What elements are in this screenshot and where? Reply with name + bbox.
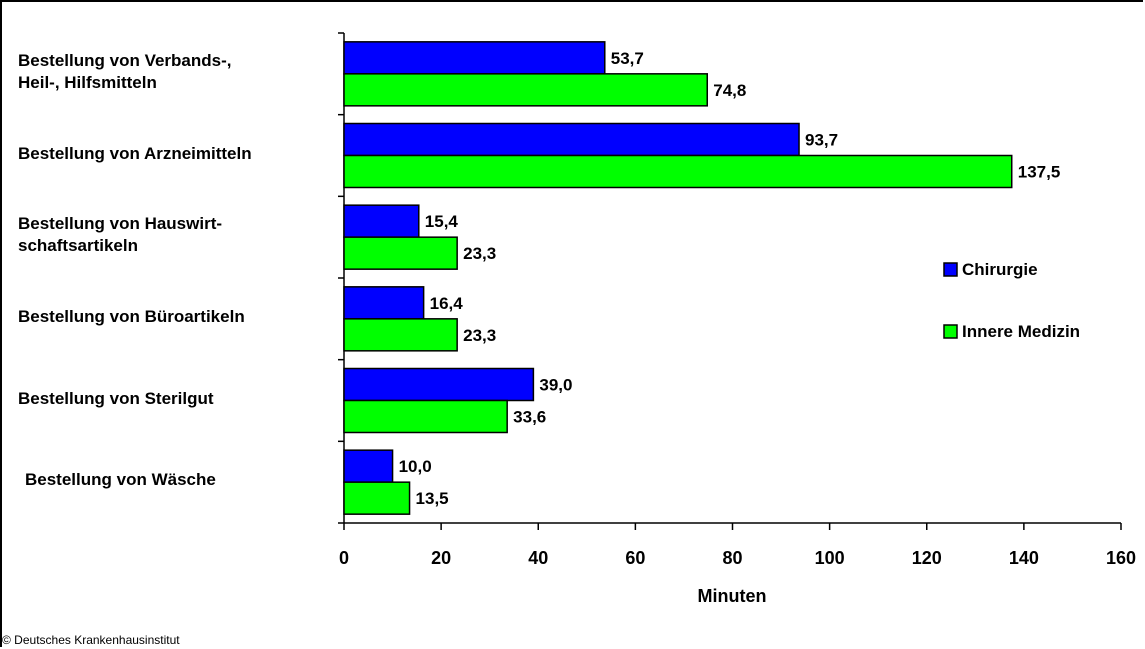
legend-swatch-innere-medizin	[943, 324, 958, 339]
bar	[343, 318, 458, 352]
bar	[343, 73, 708, 107]
legend	[943, 262, 958, 339]
x-tick-label: 0	[339, 548, 349, 568]
x-tick-label: 40	[528, 548, 548, 568]
x-axis-label: Minuten	[698, 586, 767, 606]
bar-value-label: 137,5	[1018, 163, 1061, 182]
category-label: Bestellung von Arzneimitteln	[18, 143, 252, 163]
bar	[343, 236, 458, 270]
bar-value-label: 23,3	[463, 244, 496, 263]
legend-label-innere-medizin: Innere Medizin	[962, 322, 1081, 341]
bar	[343, 449, 394, 483]
category-label: Bestellung von Wäsche	[25, 470, 216, 490]
category-label: Bestellung von Hauswirt- schaftsartikeln	[18, 214, 223, 256]
bar	[343, 41, 606, 75]
bar-value-label: 23,3	[463, 326, 496, 345]
x-tick-label: 80	[722, 548, 742, 568]
bar	[343, 154, 1013, 189]
bar	[343, 399, 508, 434]
category-label: Bestellung von Verbands-, Heil-, Hilfsmi…	[18, 50, 232, 92]
x-tick-label: 160	[1106, 548, 1136, 568]
x-tick-label: 100	[815, 548, 845, 568]
value-labels: 53,774,893,7137,515,423,316,423,339,033,…	[399, 49, 1061, 508]
bar-value-label: 16,4	[430, 294, 464, 313]
bar	[343, 367, 535, 402]
bar-value-label: 93,7	[805, 131, 838, 150]
bar	[343, 481, 411, 515]
x-tick-label: 120	[912, 548, 942, 568]
category-label: Bestellung von Büroartikeln	[18, 306, 245, 326]
bar-value-label: 53,7	[611, 49, 644, 68]
bar	[343, 122, 800, 157]
bar-value-label: 74,8	[713, 81, 746, 100]
bar-value-label: 10,0	[399, 457, 432, 476]
bar	[343, 204, 420, 238]
legend-swatch-chirurgie	[943, 262, 958, 277]
copyright-note: © Deutsches Krankenhausinstitut	[2, 633, 180, 647]
x-ticks: 0 20 40 60 80 100 120 140 160	[339, 523, 1136, 568]
x-tick-label: 20	[431, 548, 451, 568]
bar-value-label: 15,4	[425, 212, 459, 231]
x-tick-label: 140	[1009, 548, 1039, 568]
bar-value-label: 13,5	[416, 489, 449, 508]
category-label: Bestellung von Sterilgut	[18, 388, 214, 408]
bar-value-label: 39,0	[539, 376, 572, 395]
bar-value-label: 33,6	[513, 408, 546, 427]
bars	[343, 41, 1013, 515]
bar	[343, 286, 425, 320]
legend-label-chirurgie: Chirurgie	[962, 260, 1038, 279]
x-tick-label: 60	[625, 548, 645, 568]
